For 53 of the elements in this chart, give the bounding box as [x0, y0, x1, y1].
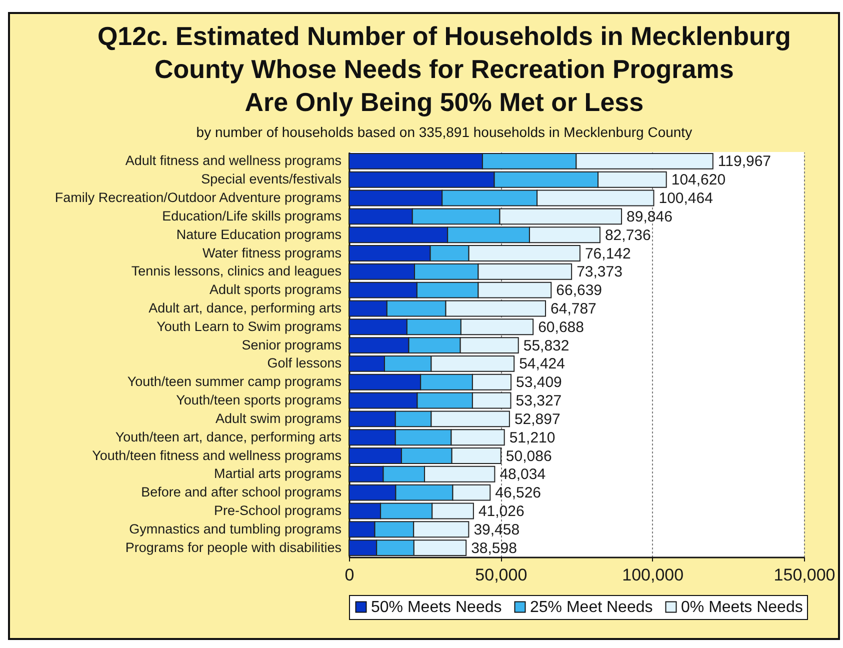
total-label: 38,598 [471, 540, 517, 557]
y-tick-label: Youth/teen summer camp programs [127, 374, 342, 390]
y-tick-label: Golf lessons [267, 356, 342, 371]
y-tick-label: Special events/festivals [201, 172, 342, 187]
total-label: 48,034 [500, 466, 546, 484]
y-tick-label: Youth Learn to Swim programs [156, 318, 342, 334]
y-tick-label: Senior programs [242, 337, 342, 352]
total-label: 53,327 [516, 392, 562, 410]
y-tick-label: Tennis lessons, clinics and leagues [131, 264, 342, 279]
x-tick-label: 100,000 [622, 566, 684, 584]
x-tick-label: 0 [344, 566, 354, 584]
total-label: 60,688 [538, 318, 584, 336]
total-label: 64,787 [550, 300, 596, 318]
y-tick-label: Adult swim programs [215, 410, 342, 426]
y-tick-label: Pre-School programs [214, 502, 342, 518]
total-label: 51,210 [509, 429, 556, 446]
legend-label: 0% Meets Needs [681, 599, 803, 616]
chart-title: Q12c. Estimated Number of Households in Mecklenburg County Whose Needs for Recreation Programs Are Only Being 50% Met or Less [97, 21, 791, 117]
total-label: 53,409 [516, 374, 562, 392]
x-tick-label: 50,000 [475, 566, 528, 584]
total-label: 46,526 [495, 484, 542, 502]
total-label: 55,832 [523, 337, 570, 354]
total-label: 54,424 [519, 356, 565, 373]
y-tick-label: Family Recreation/Outdoor Adventure programs [54, 190, 342, 206]
total-label: 66,639 [556, 282, 602, 300]
y-tick-label: Youth/teen art, dance, performing arts [115, 429, 342, 444]
legend-label: 50% Meets Needs [371, 599, 502, 616]
total-label: 119,967 [718, 153, 772, 170]
y-tick-label: Gymnastics and tumbling programs [129, 521, 342, 536]
chart-subtitle: by number of households based on 335,891 households in Mecklenburg County [196, 124, 692, 140]
total-label: 52,897 [514, 410, 560, 428]
y-tick-label: Youth/teen sports programs [176, 392, 342, 408]
y-tick-label: Martial arts programs [214, 466, 342, 482]
y-tick-label: Programs for people with disabilities [125, 540, 342, 555]
total-label: 41,026 [478, 502, 524, 520]
y-tick-label: Education/Life skills programs [162, 208, 342, 224]
y-tick-label: Water fitness programs [202, 245, 342, 260]
legend-label: 25% Meet Needs [530, 599, 653, 616]
y-tick-label: Nature Education programs [176, 226, 342, 242]
total-label: 50,086 [506, 448, 552, 465]
total-label: 73,373 [576, 264, 622, 281]
total-label: 82,736 [604, 226, 651, 244]
total-label: 39,458 [474, 521, 520, 538]
y-tick-label: Youth/teen fitness and wellness programs [92, 448, 342, 463]
total-label: 89,846 [626, 208, 672, 226]
y-tick-label: Adult sports programs [209, 282, 342, 298]
y-tick-label: Adult fitness and wellness programs [125, 153, 342, 168]
x-tick-label: 150,000 [774, 566, 836, 584]
total-label: 76,142 [584, 245, 631, 262]
total-label: 104,620 [671, 172, 726, 189]
y-tick-label: Before and after school programs [141, 484, 342, 500]
total-label: 100,464 [658, 190, 713, 208]
y-tick-label: Adult art, dance, performing arts [148, 300, 342, 316]
